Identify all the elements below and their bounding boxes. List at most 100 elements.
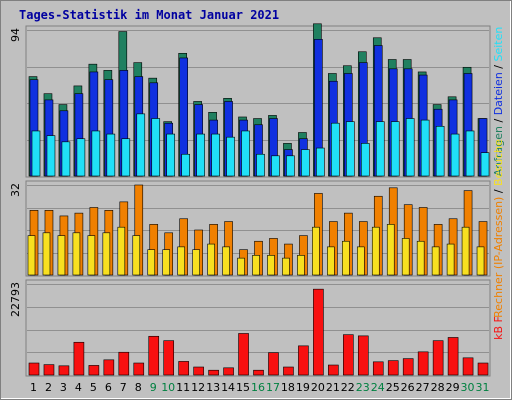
day-label: 16 bbox=[251, 381, 265, 394]
day-label: 10 bbox=[161, 381, 175, 394]
bar bbox=[282, 257, 290, 276]
bar bbox=[450, 133, 460, 177]
day-label: 9 bbox=[150, 381, 157, 394]
legend-part: / bbox=[492, 119, 505, 126]
legend-part: / bbox=[492, 189, 505, 196]
bar bbox=[417, 351, 429, 376]
bar bbox=[43, 364, 55, 376]
bar bbox=[136, 113, 146, 177]
bar bbox=[372, 361, 384, 376]
bar bbox=[238, 333, 249, 376]
ytick-label-middle: 32 bbox=[9, 183, 22, 197]
bar bbox=[301, 149, 310, 177]
bar bbox=[401, 238, 410, 276]
bar bbox=[28, 362, 40, 376]
bar bbox=[87, 235, 96, 276]
bar bbox=[476, 246, 485, 276]
bar bbox=[356, 246, 365, 276]
bar bbox=[446, 243, 455, 276]
bar bbox=[343, 334, 354, 376]
ytick-label-top: 94 bbox=[9, 28, 22, 42]
bar bbox=[386, 224, 395, 276]
bar bbox=[313, 288, 324, 376]
bar bbox=[461, 226, 470, 276]
bar bbox=[316, 147, 325, 177]
series-kb-f bbox=[28, 288, 489, 376]
day-label: 23 bbox=[356, 381, 370, 394]
bar bbox=[88, 365, 100, 376]
panel-bottom: 22793 kB F bbox=[9, 279, 505, 377]
bar bbox=[103, 359, 115, 376]
bar bbox=[480, 152, 490, 177]
day-label: 11 bbox=[176, 381, 190, 394]
legend-part: kB bbox=[492, 326, 505, 340]
legend-part: Anfragen bbox=[492, 126, 505, 176]
bar bbox=[435, 125, 445, 177]
bar bbox=[162, 249, 171, 276]
day-label: 28 bbox=[431, 381, 445, 394]
bar bbox=[283, 366, 294, 376]
chart-title: Tages-Statistik im Monat Januar 2021 bbox=[19, 8, 279, 22]
bar bbox=[267, 255, 275, 276]
day-label: 1 bbox=[30, 381, 37, 394]
bar bbox=[371, 226, 380, 276]
bar bbox=[207, 243, 215, 276]
bar bbox=[253, 369, 264, 376]
bar bbox=[327, 246, 335, 276]
bar bbox=[271, 155, 280, 177]
bar bbox=[328, 364, 339, 376]
bar bbox=[31, 130, 41, 177]
bar bbox=[223, 367, 234, 376]
day-label: 21 bbox=[326, 381, 340, 394]
bar bbox=[102, 232, 111, 276]
bar bbox=[181, 153, 190, 177]
day-label: 30 bbox=[461, 381, 475, 394]
bar bbox=[360, 143, 370, 177]
bar bbox=[121, 138, 131, 177]
bar bbox=[416, 240, 425, 276]
day-label: 29 bbox=[446, 381, 460, 394]
legend-part: F bbox=[492, 316, 505, 326]
bar bbox=[178, 361, 189, 376]
bar bbox=[447, 337, 459, 376]
panel-top: 94 Anfragen / Dateien / Seiten bbox=[9, 23, 505, 178]
bar bbox=[148, 335, 160, 376]
bar bbox=[432, 340, 444, 376]
bar bbox=[46, 135, 56, 177]
bar bbox=[118, 351, 130, 376]
bar bbox=[61, 141, 71, 177]
bar bbox=[177, 246, 185, 276]
bar bbox=[132, 235, 141, 276]
bar bbox=[357, 335, 369, 376]
day-label: 3 bbox=[60, 381, 67, 394]
bar bbox=[133, 362, 145, 376]
bar bbox=[117, 226, 126, 276]
bar bbox=[106, 133, 116, 177]
bar bbox=[298, 345, 309, 376]
bar bbox=[312, 226, 320, 276]
bar bbox=[477, 362, 489, 376]
bar bbox=[268, 352, 279, 376]
day-label: 19 bbox=[296, 381, 310, 394]
bar bbox=[346, 121, 355, 177]
panel-middle: 32 Rechner (IP-Adressen) / Besuche bbox=[9, 139, 505, 318]
bar bbox=[73, 341, 85, 376]
day-label: 25 bbox=[386, 381, 400, 394]
day-label: 24 bbox=[371, 381, 385, 394]
day-label: 8 bbox=[135, 381, 142, 394]
bar bbox=[166, 133, 176, 177]
day-label: 26 bbox=[401, 381, 415, 394]
bar bbox=[390, 121, 400, 177]
legend-part: Seiten bbox=[492, 27, 505, 65]
bar bbox=[193, 366, 204, 376]
bar bbox=[465, 130, 475, 177]
day-label: 14 bbox=[221, 381, 235, 394]
day-label: 31 bbox=[476, 381, 490, 394]
bar bbox=[58, 365, 70, 376]
legend-part: (IP-Adressen) bbox=[492, 197, 505, 273]
bar bbox=[222, 246, 230, 276]
series-besuche bbox=[27, 224, 485, 276]
bar bbox=[192, 249, 200, 276]
